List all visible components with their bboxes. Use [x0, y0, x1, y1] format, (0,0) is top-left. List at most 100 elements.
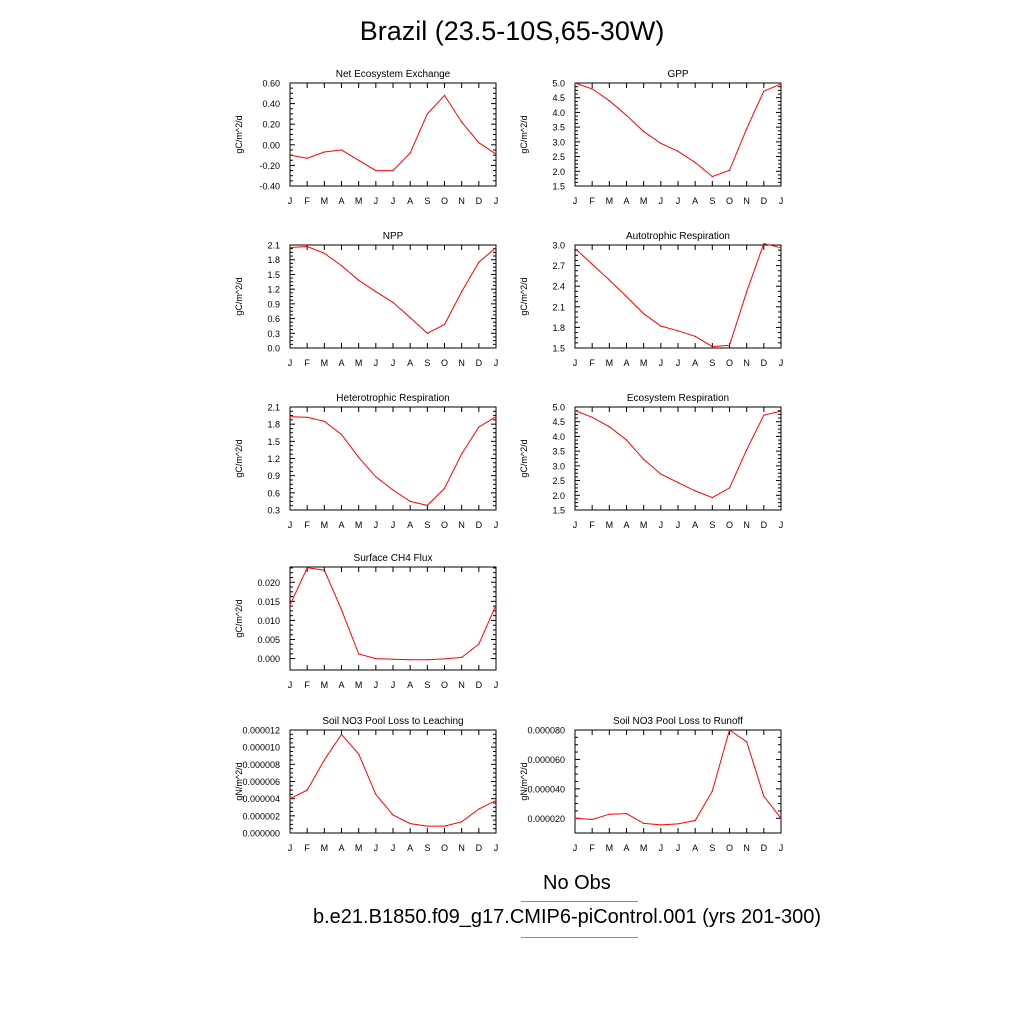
x-tick-label: J — [779, 843, 784, 853]
data-point — [478, 808, 480, 810]
y-tick-label: 2.7 — [552, 261, 565, 271]
x-tick-label: M — [606, 843, 614, 853]
data-point — [591, 416, 593, 418]
x-tick-label: D — [761, 843, 768, 853]
data-point — [426, 332, 428, 334]
data-point — [574, 82, 576, 84]
y-tick-label: 3.0 — [552, 241, 565, 251]
x-tick-label: A — [407, 680, 413, 690]
y-tick-label: 0.9 — [267, 471, 280, 481]
data-point — [643, 130, 645, 133]
x-tick-label: O — [441, 843, 448, 853]
x-tick-label: J — [659, 358, 664, 368]
data-point — [426, 504, 428, 507]
x-tick-label: D — [761, 520, 768, 530]
y-tick-label: -0.40 — [259, 182, 280, 192]
x-tick-label: J — [391, 843, 396, 853]
data-point — [625, 439, 628, 441]
data-point — [358, 753, 360, 755]
x-tick-label: M — [321, 680, 329, 690]
y-tick-label: 0.005 — [257, 635, 280, 645]
x-tick-label: J — [573, 843, 578, 853]
data-point — [306, 245, 308, 248]
data-point — [608, 279, 610, 281]
data-point — [375, 476, 377, 478]
x-tick-label: A — [692, 358, 698, 368]
x-tick-label: A — [692, 843, 698, 853]
y-tick-label: 0.000 — [257, 654, 280, 664]
data-point — [694, 819, 696, 822]
y-tick-label: 2.1 — [267, 241, 280, 251]
data-point — [694, 490, 696, 492]
x-tick-label: S — [709, 358, 715, 368]
y-tick-label: 1.8 — [552, 323, 565, 333]
y-tick-label: 5.0 — [552, 79, 565, 89]
x-tick-label: M — [321, 520, 329, 530]
x-tick-label: S — [709, 520, 715, 530]
y-tick-label: 0.020 — [257, 578, 280, 588]
y-tick-label: 2.1 — [267, 403, 280, 413]
x-tick-label: J — [374, 843, 379, 853]
data-point — [728, 344, 731, 346]
x-tick-label: M — [355, 520, 363, 530]
series-line — [289, 567, 497, 661]
y-tick-label: 0.6 — [267, 488, 280, 498]
x-tick-label: J — [494, 196, 499, 206]
y-tick-label: 1.5 — [552, 506, 565, 516]
legend-obs-line — [521, 901, 638, 902]
data-point — [746, 741, 748, 743]
data-point — [426, 825, 428, 827]
data-point — [289, 416, 291, 418]
data-point — [608, 100, 610, 102]
data-point — [694, 161, 696, 164]
x-tick-label: F — [589, 843, 595, 853]
x-tick-label: N — [743, 843, 750, 853]
data-point — [677, 150, 679, 152]
data-point — [643, 822, 645, 825]
data-point — [409, 316, 411, 319]
series-line — [574, 410, 782, 499]
x-tick-label: A — [407, 358, 413, 368]
y-tick-label: 0.000004 — [242, 794, 280, 804]
data-point — [677, 823, 679, 825]
data-point — [340, 265, 343, 267]
x-tick-label: M — [606, 358, 614, 368]
x-tick-label: J — [659, 196, 664, 206]
data-point — [495, 246, 497, 249]
data-point — [323, 151, 325, 153]
series-line — [289, 94, 497, 172]
data-point — [711, 790, 713, 792]
data-point — [358, 159, 360, 161]
y-tick-label: 0.000060 — [527, 755, 565, 765]
x-tick-label: D — [476, 520, 483, 530]
series-line — [574, 82, 782, 178]
series-line — [574, 729, 782, 826]
y-tick-label: 4.5 — [552, 417, 565, 427]
x-tick-label: N — [743, 196, 750, 206]
x-tick-label: N — [458, 520, 465, 530]
data-point — [608, 813, 610, 815]
x-tick-label: J — [494, 843, 499, 853]
data-point — [495, 153, 497, 155]
data-point — [711, 175, 713, 178]
chart-title: Surface CH4 Flux — [354, 553, 433, 564]
x-tick-label: F — [589, 196, 595, 206]
data-point — [780, 247, 782, 249]
data-point — [591, 818, 593, 821]
y-tick-label: 0.000008 — [242, 760, 280, 770]
x-tick-label: F — [304, 358, 310, 368]
x-tick-label: M — [640, 196, 648, 206]
y-tick-label: 0.015 — [257, 597, 280, 607]
x-tick-label: D — [761, 358, 768, 368]
y-tick-label: 4.0 — [552, 432, 565, 442]
data-point — [340, 609, 343, 611]
x-tick-label: S — [709, 843, 715, 853]
y-tick-label: -0.20 — [259, 161, 280, 171]
x-tick-label: J — [494, 680, 499, 690]
x-tick-label: O — [441, 196, 448, 206]
chart-title: Autotrophic Respiration — [626, 231, 730, 242]
data-point — [495, 604, 497, 606]
x-tick-label: S — [424, 843, 430, 853]
